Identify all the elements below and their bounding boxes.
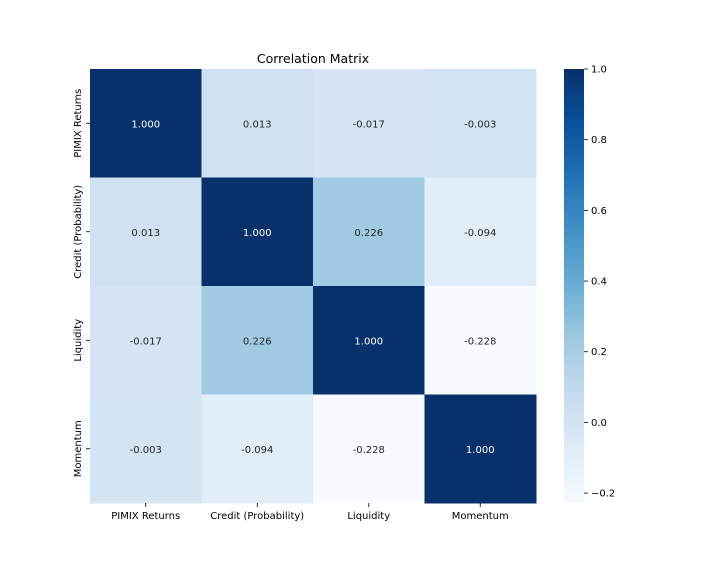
x-tick-label: Momentum — [452, 511, 509, 522]
y-tick-label: PIMIX Returns — [73, 89, 84, 158]
heatmap-cell — [90, 286, 202, 395]
colorbar-tick-label: 0.2 — [591, 347, 607, 358]
colorbar-gradient — [564, 69, 584, 503]
heatmap-cell — [424, 394, 537, 504]
cell-value-label: 0.013 — [131, 228, 160, 239]
cell-value-label: -0.228 — [464, 336, 496, 347]
heatmap-cell — [313, 177, 425, 287]
cell-value-label: -0.228 — [353, 445, 385, 456]
cell-value-label: -0.017 — [130, 336, 162, 347]
y-tick-label: Credit (Probability) — [73, 185, 84, 279]
colorbar-tick-label: 0.6 — [591, 206, 607, 217]
heatmap-cell — [424, 286, 537, 395]
heatmap-cell — [424, 69, 537, 178]
colorbar-tick-label: −0.2 — [591, 489, 615, 500]
y-tick-label: Momentum — [73, 420, 84, 477]
heatmap-cell — [90, 394, 202, 504]
cell-value-label: 1.000 — [466, 445, 495, 456]
colorbar-tick-label: 0.4 — [591, 277, 607, 288]
x-tick-label: Credit (Probability) — [210, 511, 304, 522]
x-axis: PIMIX Returns Credit (Probability) Liquidi… — [111, 503, 509, 522]
heatmap-cell-labels: 1.000 0.013 -0.017 -0.003 0.013 1.000 0.226 -0.… — [130, 119, 497, 456]
y-axis: PIMIX Returns Credit (Probability) Liquidi… — [73, 89, 90, 477]
cell-value-label: -0.017 — [353, 119, 385, 130]
heatmap-cell — [201, 69, 314, 178]
heatmap-cells — [90, 69, 537, 504]
heatmap-cell — [201, 286, 314, 395]
cell-value-label: 1.000 — [131, 119, 160, 130]
cell-value-label: 1.000 — [243, 228, 272, 239]
cell-value-label: -0.094 — [241, 445, 273, 456]
colorbar: 1.0 0.8 0.6 0.4 0.2 0.0 −0.2 — [564, 65, 615, 503]
heatmap-cell — [313, 69, 425, 178]
heatmap-cell — [201, 394, 314, 504]
y-tick-label: Liquidity — [73, 319, 84, 362]
x-tick-label: Liquidity — [347, 511, 390, 522]
cell-value-label: -0.094 — [464, 228, 496, 239]
heatmap-cell — [90, 177, 202, 287]
x-tick-label: PIMIX Returns — [111, 511, 180, 522]
heatmap-cell — [313, 286, 425, 395]
heatmap-cell — [313, 394, 425, 504]
cell-value-label: -0.003 — [130, 445, 162, 456]
cell-value-label: 0.226 — [354, 228, 383, 239]
colorbar-tick-label: 0.0 — [591, 418, 607, 429]
cell-value-label: 0.013 — [243, 119, 272, 130]
cell-value-label: -0.003 — [464, 119, 496, 130]
chart-title: Correlation Matrix — [257, 51, 369, 66]
heatmap-cell — [201, 177, 314, 287]
cell-value-label: 1.000 — [354, 336, 383, 347]
colorbar-tick-label: 0.8 — [591, 135, 607, 146]
heatmap-cell — [424, 177, 537, 287]
colorbar-tick-label: 1.0 — [591, 65, 607, 76]
heatmap-cell — [90, 69, 202, 178]
cell-value-label: 0.226 — [243, 336, 272, 347]
